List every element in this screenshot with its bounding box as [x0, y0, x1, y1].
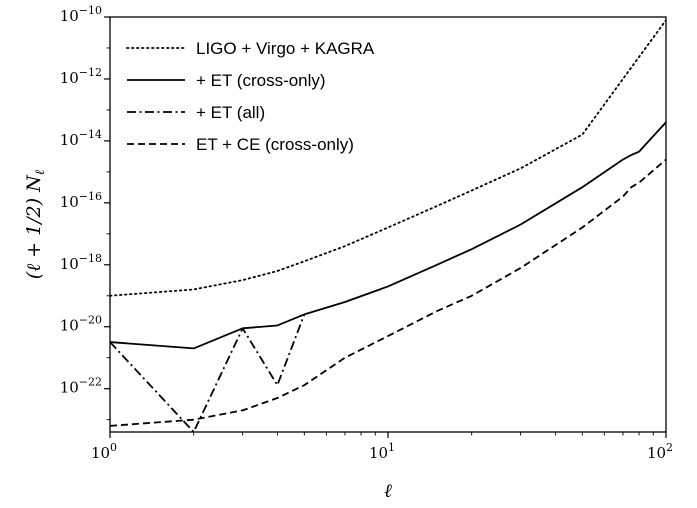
series-line-4 [110, 158, 666, 427]
y-tick-label-6: 10−10 [60, 4, 102, 25]
y-tick-label-4: 10−14 [60, 128, 102, 149]
legend-label-2: + ET (cross-only) [196, 71, 326, 90]
legend: LIGO + Virgo + KAGRA + ET (cross-only) + E… [126, 39, 375, 154]
y-tick-label-0: 10−22 [60, 376, 102, 397]
plot-frame [109, 16, 667, 433]
y-axis-label-main: (ℓ + 1/2) N [23, 174, 45, 279]
x-tick-label-0: 100 [91, 441, 117, 462]
x-tick-label-2: 102 [647, 441, 673, 462]
series-layer [110, 19, 666, 432]
x-axis-label: ℓ [384, 480, 392, 502]
y-axis-label-subscript: ℓ [33, 169, 48, 175]
legend-label-3: + ET (all) [196, 103, 265, 122]
tick-layer: 100 101 102 10−22 10−20 10−18 10−16 10−14 10−12 1… [60, 4, 673, 462]
legend-label-1: LIGO + Virgo + KAGRA [196, 39, 375, 58]
y-tick-label-3: 10−16 [60, 190, 102, 211]
y-tick-label-5: 10−12 [60, 66, 102, 87]
y-tick-label-1: 10−20 [60, 314, 102, 335]
series-line-3 [110, 314, 306, 432]
y-axis-label: (ℓ + 1/2) Nℓ [23, 169, 48, 279]
legend-label-4: ET + CE (cross-only) [196, 135, 354, 154]
series-line-1 [110, 19, 666, 297]
series-line-2 [110, 121, 666, 350]
x-tick-label-1: 101 [369, 441, 395, 462]
y-tick-label-2: 10−18 [60, 252, 102, 273]
